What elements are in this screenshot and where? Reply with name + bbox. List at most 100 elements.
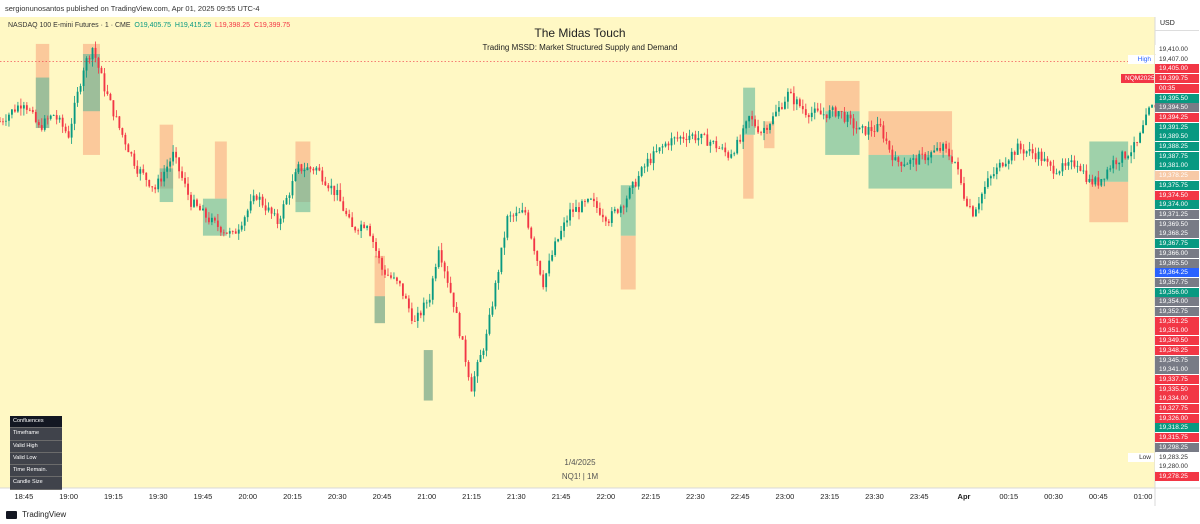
candle-body [178, 157, 180, 172]
candle [13, 104, 16, 113]
candle [315, 166, 318, 175]
candle [190, 192, 192, 211]
candle [28, 107, 31, 112]
candle [975, 207, 977, 217]
candle [82, 67, 85, 92]
price-label: 19,352.75 [1155, 307, 1199, 317]
candle-body [73, 102, 76, 124]
ohlc-open: O19,405.75 [134, 22, 172, 29]
candle [348, 209, 351, 219]
candle-body [225, 232, 228, 234]
candle [915, 154, 918, 172]
candle-body [730, 154, 733, 158]
price-label: 19,399.75 [1155, 74, 1199, 84]
candle [646, 152, 649, 172]
candle-body [440, 250, 443, 263]
candle-body [906, 163, 909, 165]
candle [390, 272, 392, 280]
price-label: 19,387.75 [1155, 151, 1199, 161]
time-tick-label: 21:15 [462, 492, 481, 501]
candle-body [804, 109, 807, 116]
candle-body [333, 185, 336, 196]
candle [575, 199, 577, 212]
candle-body [324, 181, 327, 186]
price-label: 19,378.25 [1155, 171, 1199, 181]
candle [1016, 138, 1019, 155]
candle [995, 163, 998, 180]
candle-body [590, 198, 592, 200]
price-label: 19,407.00 [1155, 54, 1199, 64]
candle-body [822, 114, 825, 116]
candle-body [79, 86, 82, 92]
candle [1148, 106, 1150, 116]
candle [11, 108, 13, 119]
candle [786, 88, 789, 109]
candle [888, 140, 891, 153]
candle [222, 229, 225, 237]
candle [548, 253, 551, 277]
price-label: 19,327.75 [1155, 404, 1199, 414]
candle [375, 238, 377, 258]
candle [216, 213, 219, 232]
time-tick-label: 20:15 [283, 492, 302, 501]
candle-body [300, 164, 303, 172]
chart-plot[interactable]: 18:45 19:00 19:15 19:30 19:45 20:00 20:15 20:30… [0, 17, 1200, 506]
price-label: 19,354.00 [1155, 297, 1199, 307]
currency-label[interactable]: USD [1155, 17, 1199, 31]
candle-body [870, 127, 873, 132]
price-label: 19,283.25 [1155, 452, 1199, 462]
candle-body [258, 196, 261, 200]
candle [506, 214, 509, 241]
candle [685, 133, 688, 147]
candle-body [518, 212, 521, 214]
candle [894, 151, 897, 161]
candle [0, 117, 1, 123]
supply-zone [764, 121, 775, 149]
candle [772, 112, 774, 126]
candle-body [1085, 170, 1088, 182]
candle-body [396, 277, 398, 281]
candle-body [736, 139, 739, 154]
candle-body [616, 209, 619, 213]
candle [1082, 164, 1085, 175]
candle-body [930, 152, 933, 158]
candle-body [1145, 114, 1147, 126]
symbol-legend: NASDAQ 100 E-mini Futures · 1 · CME O19,… [8, 22, 290, 29]
candle [488, 308, 491, 336]
candle-body [255, 195, 258, 200]
candle-body [643, 166, 646, 168]
candle-body [76, 91, 79, 103]
candle [792, 86, 795, 111]
candle-body [757, 126, 759, 133]
candle [512, 213, 515, 222]
candle-body [936, 147, 939, 151]
candle [927, 150, 930, 166]
candle [210, 213, 213, 226]
candle [494, 280, 497, 310]
price-label: 00:35 [1155, 83, 1199, 93]
candle [804, 103, 807, 118]
candle-body [781, 107, 783, 109]
candle-body [742, 128, 745, 142]
candle [924, 152, 927, 164]
candle [1004, 157, 1007, 168]
candle [972, 205, 974, 218]
candle-body [891, 149, 894, 161]
candle-body [610, 211, 613, 223]
candle [983, 181, 986, 200]
candle [661, 143, 664, 154]
candle-body [1004, 163, 1007, 167]
candle-body [1064, 163, 1067, 166]
candle [449, 276, 452, 294]
confluences-table: Confluences Timeframe Valid High Valid L… [10, 416, 62, 490]
candle [1124, 151, 1127, 160]
candle-body [416, 312, 419, 321]
candle [822, 107, 825, 120]
candle [312, 166, 315, 175]
candle [219, 225, 222, 237]
candle [425, 299, 428, 309]
candle [754, 115, 757, 128]
candle [873, 125, 876, 138]
candle-body [228, 231, 231, 234]
candle-body [772, 116, 774, 124]
